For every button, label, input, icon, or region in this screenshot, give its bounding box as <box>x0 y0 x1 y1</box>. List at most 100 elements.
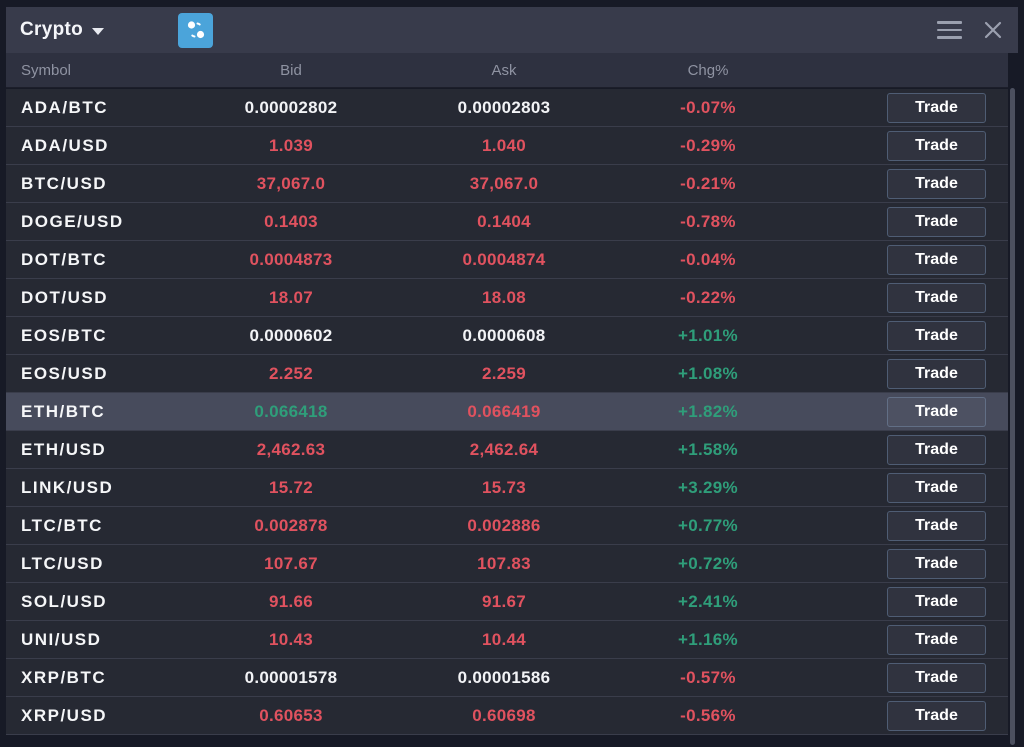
bid-cell: 0.002878 <box>254 515 328 535</box>
trade-cell: Trade <box>814 358 1008 389</box>
titlebar: Crypto <box>6 7 1018 53</box>
chg-cell: -0.56% <box>680 705 736 725</box>
table-row[interactable]: LTC/USD 107.67 107.83 +0.72% Trade <box>6 545 1008 583</box>
table-row[interactable]: BTC/USD 37,067.0 37,067.0 -0.21% Trade <box>6 165 1008 203</box>
column-header-symbol[interactable]: Symbol <box>21 61 72 79</box>
trade-button[interactable]: Trade <box>887 662 986 693</box>
bid-cell: 0.1403 <box>264 211 318 231</box>
table-row[interactable]: UNI/USD 10.43 10.44 +1.16% Trade <box>6 621 1008 659</box>
chevron-down-icon <box>92 27 105 35</box>
trade-button[interactable]: Trade <box>887 472 986 503</box>
trade-cell: Trade <box>814 396 1008 427</box>
trade-button[interactable]: Trade <box>887 548 986 579</box>
trade-button[interactable]: Trade <box>887 320 986 351</box>
chg-cell: -0.22% <box>680 287 736 307</box>
ask-cell: 1.040 <box>481 135 527 155</box>
ask-cell: 0.00001586 <box>457 667 551 687</box>
trade-button[interactable]: Trade <box>887 434 986 465</box>
table-row[interactable]: LINK/USD 15.72 15.73 +3.29% Trade <box>6 469 1008 507</box>
trade-cell: Trade <box>814 320 1008 351</box>
table-row[interactable]: LTC/BTC 0.002878 0.002886 +0.77% Trade <box>6 507 1008 545</box>
ask-cell: 0.1404 <box>477 211 531 231</box>
menu-button[interactable] <box>935 19 964 41</box>
bid-cell: 15.72 <box>268 477 314 497</box>
ask-cell: 0.066419 <box>467 401 541 421</box>
bid-cell: 0.60653 <box>259 705 323 725</box>
table-row[interactable]: ETH/USD 2,462.63 2,462.64 +1.58% Trade <box>6 431 1008 469</box>
trade-button[interactable]: Trade <box>887 700 986 731</box>
trade-button[interactable]: Trade <box>887 358 986 389</box>
table-row[interactable]: ETH/BTC 0.066418 0.066419 +1.82% Trade <box>6 393 1008 431</box>
table-row[interactable]: SOL/USD 91.66 91.67 +2.41% Trade <box>6 583 1008 621</box>
symbol-cell: XRP/USD <box>21 705 108 725</box>
chg-cell: +2.41% <box>678 591 738 611</box>
trade-cell: Trade <box>814 510 1008 541</box>
trade-button[interactable]: Trade <box>887 168 986 199</box>
trade-button[interactable]: Trade <box>887 586 986 617</box>
symbol-cell: EOS/USD <box>21 363 109 383</box>
symbol-cell: LTC/BTC <box>21 515 103 535</box>
trade-button[interactable]: Trade <box>887 510 986 541</box>
bid-cell: 0.00002802 <box>244 97 338 117</box>
symbol-cell: XRP/BTC <box>21 667 107 687</box>
chg-cell: +0.77% <box>678 515 738 535</box>
column-header-bid[interactable]: Bid <box>280 61 302 79</box>
symbol-cell: ETH/USD <box>21 439 107 459</box>
trade-cell: Trade <box>814 472 1008 503</box>
table-row[interactable]: XRP/BTC 0.00001578 0.00001586 -0.57% Tra… <box>6 659 1008 697</box>
chg-cell: -0.21% <box>680 173 736 193</box>
trade-cell: Trade <box>814 548 1008 579</box>
table-row[interactable]: ADA/USD 1.039 1.040 -0.29% Trade <box>6 127 1008 165</box>
symbol-cell: ADA/USD <box>21 135 109 155</box>
symbol-cell: BTC/USD <box>21 173 108 193</box>
ask-cell: 107.83 <box>477 553 531 573</box>
trade-button[interactable]: Trade <box>887 244 986 275</box>
table-row[interactable]: DOT/USD 18.07 18.08 -0.22% Trade <box>6 279 1008 317</box>
chg-cell: -0.07% <box>680 97 736 117</box>
ask-cell: 2.259 <box>481 363 527 383</box>
ask-cell: 0.60698 <box>472 705 536 725</box>
trade-button[interactable]: Trade <box>887 206 986 237</box>
bid-cell: 0.00001578 <box>244 667 338 687</box>
table-row[interactable]: DOGE/USD 0.1403 0.1404 -0.78% Trade <box>6 203 1008 241</box>
trade-cell: Trade <box>814 244 1008 275</box>
symbol-cell: LTC/USD <box>21 553 104 573</box>
bid-cell: 91.66 <box>268 591 314 611</box>
vertical-scrollbar[interactable] <box>1010 88 1015 745</box>
trade-button[interactable]: Trade <box>887 624 986 655</box>
titlebar-actions <box>935 17 1018 43</box>
table-row[interactable]: XRP/USD 0.60653 0.60698 -0.56% Trade <box>6 697 1008 735</box>
link-charts-icon <box>184 18 208 42</box>
watchlist-body: ADA/BTC 0.00002802 0.00002803 -0.07% Tra… <box>6 89 1008 747</box>
symbol-cell: DOT/BTC <box>21 249 108 269</box>
trade-button[interactable]: Trade <box>887 130 986 161</box>
chg-cell: +3.29% <box>678 477 738 497</box>
link-charts-button[interactable] <box>178 12 214 48</box>
column-header-chg[interactable]: Chg% <box>687 61 729 79</box>
ask-cell: 15.73 <box>481 477 527 497</box>
trade-button[interactable]: Trade <box>887 396 986 427</box>
close-button[interactable] <box>980 17 1006 43</box>
table-row[interactable]: ADA/BTC 0.00002802 0.00002803 -0.07% Tra… <box>6 89 1008 127</box>
table-row[interactable]: EOS/BTC 0.0000602 0.0000608 +1.01% Trade <box>6 317 1008 355</box>
trade-cell: Trade <box>814 434 1008 465</box>
ask-cell: 37,067.0 <box>469 173 539 193</box>
table-row[interactable]: EOS/USD 2.252 2.259 +1.08% Trade <box>6 355 1008 393</box>
bid-cell: 0.0004873 <box>249 249 333 269</box>
chg-cell: -0.78% <box>680 211 736 231</box>
ask-cell: 18.08 <box>481 287 527 307</box>
trade-cell: Trade <box>814 130 1008 161</box>
column-header-ask[interactable]: Ask <box>491 61 517 79</box>
table-row[interactable]: DOT/BTC 0.0004873 0.0004874 -0.04% Trade <box>6 241 1008 279</box>
symbol-cell: DOT/USD <box>21 287 108 307</box>
bid-cell: 0.066418 <box>254 401 328 421</box>
ask-cell: 91.67 <box>481 591 527 611</box>
trade-button[interactable]: Trade <box>887 92 986 123</box>
bid-cell: 2.252 <box>268 363 314 383</box>
chg-cell: -0.57% <box>680 667 736 687</box>
chg-cell: +1.82% <box>678 401 738 421</box>
chg-cell: -0.29% <box>680 135 736 155</box>
watchlist-selector[interactable]: Crypto <box>6 19 105 41</box>
trade-button[interactable]: Trade <box>887 282 986 313</box>
